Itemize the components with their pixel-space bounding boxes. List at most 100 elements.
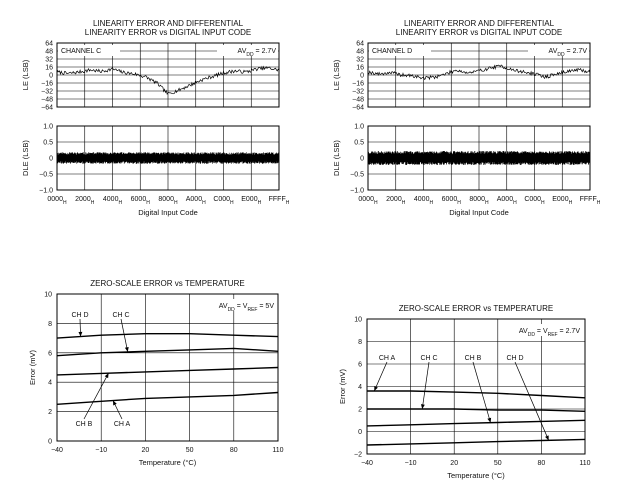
zse_27v-label-ch-a: CH A (379, 355, 396, 362)
zse_27v-supply-bg (510, 324, 582, 336)
dle_c-xtick: E000H (241, 196, 261, 206)
zse_27v-xtick: −10 (405, 460, 417, 467)
dle_c-ytick: 0.5 (43, 140, 53, 147)
zse_5v-ytick: 6 (48, 350, 52, 357)
zse_27v-series-ch-b (366, 419, 586, 427)
zse_27v-grid (367, 319, 585, 454)
dle_d-xtick: 6000H (442, 196, 462, 206)
le_d-ytick: 32 (356, 57, 364, 64)
dle_c-series-dle (56, 152, 280, 164)
zse_27v-xtick: 20 (450, 460, 458, 467)
zse_5v-grid (57, 294, 278, 441)
dle_d-ytick: 0 (360, 156, 364, 163)
le_d-ytick: 48 (356, 49, 364, 56)
zse_5v-label-ch-b: CH B (76, 421, 93, 428)
zse_27v-leader (514, 361, 549, 441)
zse_27v-series-ch-a (367, 390, 586, 399)
zse_27v-supply-label: AVDD = VREF = 2.7V (519, 328, 580, 338)
le_d-supply-label: AVDD = 2.7V (549, 48, 588, 58)
le_c-ytick: −32 (41, 89, 53, 96)
zse_5v-label-ch-a: CH A (114, 421, 131, 428)
zse_27v-label-ch-b: CH B (465, 355, 482, 362)
zse_5v-title: ZERO-SCALE ERROR vs TEMPERATURE (90, 279, 244, 288)
zse_27v-frame (366, 318, 586, 455)
zse_5v-ylabel: Error (mV) (28, 350, 37, 385)
dle_d-xtick: FFFFH (580, 196, 601, 206)
le_c-chlabel-bg (58, 45, 120, 56)
zse_27v-ytick: −2 (354, 452, 362, 459)
le_d-ytick: −48 (352, 97, 364, 104)
zse_27v-ytick: 10 (354, 317, 362, 324)
zse_5v-label-ch-d: CH D (71, 312, 88, 319)
zse_5v-arrowhead (124, 347, 129, 352)
le_c-supply-label: AVDD = 2.7V (238, 48, 277, 58)
zse_5v-arrowhead (78, 331, 83, 337)
le_c-title: LINEARITY ERROR AND DIFFERENTIAL (93, 19, 244, 28)
dle_c-ytick: −1.0 (39, 188, 53, 195)
dle_c-xtick: 6000H (131, 196, 151, 206)
zse_5v-arrowhead (104, 373, 109, 379)
le_d-chlabel-bg (369, 45, 431, 56)
le_c-ytick: −64 (41, 105, 53, 112)
dle_d-xtick: 2000H (386, 196, 406, 206)
zse_5v-ytick: 2 (48, 409, 52, 416)
dle_c-xtick: 4000H (103, 196, 123, 206)
le_c-title: LINEARITY ERROR vs DIGITAL INPUT CODE (85, 28, 251, 37)
zse_27v-title: ZERO-SCALE ERROR vs TEMPERATURE (399, 304, 553, 313)
zse_5v-xtick: 80 (230, 447, 238, 454)
zse_5v-label-ch-c: CH C (112, 312, 129, 319)
dle_c-xtick: 2000H (75, 196, 95, 206)
dle_d-xtick: E000H (552, 196, 572, 206)
le_c-ytick: 48 (45, 49, 53, 56)
le_c-frame (56, 42, 280, 108)
zse_5v-series-ch-b (56, 366, 279, 376)
zse_27v-xtick: 110 (579, 460, 590, 467)
dle_d-xtick: 0000H (358, 196, 378, 206)
dle_c-xlabel: Digital Input Code (138, 208, 198, 217)
zse_5v-frame (56, 293, 279, 442)
le_d-ytick: −64 (352, 105, 364, 112)
zse_5v-ytick: 4 (48, 380, 52, 387)
le_c-ytick: 64 (45, 41, 53, 48)
dle_d-xtick: C000H (524, 196, 545, 206)
zse_27v-ytick: 4 (358, 384, 362, 391)
zse_27v-ytick: 8 (358, 339, 362, 346)
zse_5v-supply-bg (204, 299, 276, 311)
le_c-ylabel: LE (LSB) (21, 59, 30, 90)
dle_d-ylabel: DLE (LSB) (332, 140, 341, 176)
dle_c-xtick: 0000H (47, 196, 67, 206)
dle_d-xtick: 4000H (414, 196, 434, 206)
zse_27v-arrowhead (545, 435, 549, 441)
zse_27v-arrowhead (487, 417, 492, 423)
zse_5v-supply-label: AVDD = VREF = 5V (219, 303, 275, 313)
le_d-title: LINEARITY ERROR AND DIFFERENTIAL (404, 19, 555, 28)
dle_c-ytick: 1.0 (43, 124, 53, 131)
le_d-frame (367, 42, 591, 108)
zse_5v-xlabel: Temperature (°C) (139, 458, 197, 467)
zse_27v-xtick: 80 (538, 460, 546, 467)
le_d-ytick: 64 (356, 41, 364, 48)
zse_27v-arrowhead (374, 386, 378, 391)
zse_5v-xtick: 110 (272, 447, 283, 454)
zse_5v-series-ch-c (56, 347, 279, 357)
le_c-supply-bg (217, 45, 278, 56)
zse_27v-label-ch-d: CH D (506, 355, 523, 362)
dle_c-ytick: −0.5 (39, 172, 53, 179)
le_c-ytick: 32 (45, 57, 53, 64)
dle_c-xtick: 8000H (158, 196, 178, 206)
zse_27v-series-ch-d (366, 438, 586, 446)
zse_27v-ytick: 6 (358, 362, 362, 369)
dle_d-ytick: 0.5 (354, 140, 364, 147)
dle_d-xtick: A000H (497, 196, 517, 206)
zse_5v-series-ch-a (56, 391, 279, 405)
zse_5v-ytick: 10 (44, 292, 52, 299)
zse_27v-ytick: 2 (358, 407, 362, 414)
zse_5v-leader (83, 372, 109, 420)
le_d-ytick: −32 (352, 89, 364, 96)
zse_27v-leader (373, 361, 388, 392)
zse_5v-ytick: 8 (48, 321, 52, 328)
dle_d-ytick: −1.0 (350, 188, 364, 195)
dle_d-ytick: 1.0 (354, 124, 364, 131)
dle_d-series-dle (367, 151, 591, 165)
